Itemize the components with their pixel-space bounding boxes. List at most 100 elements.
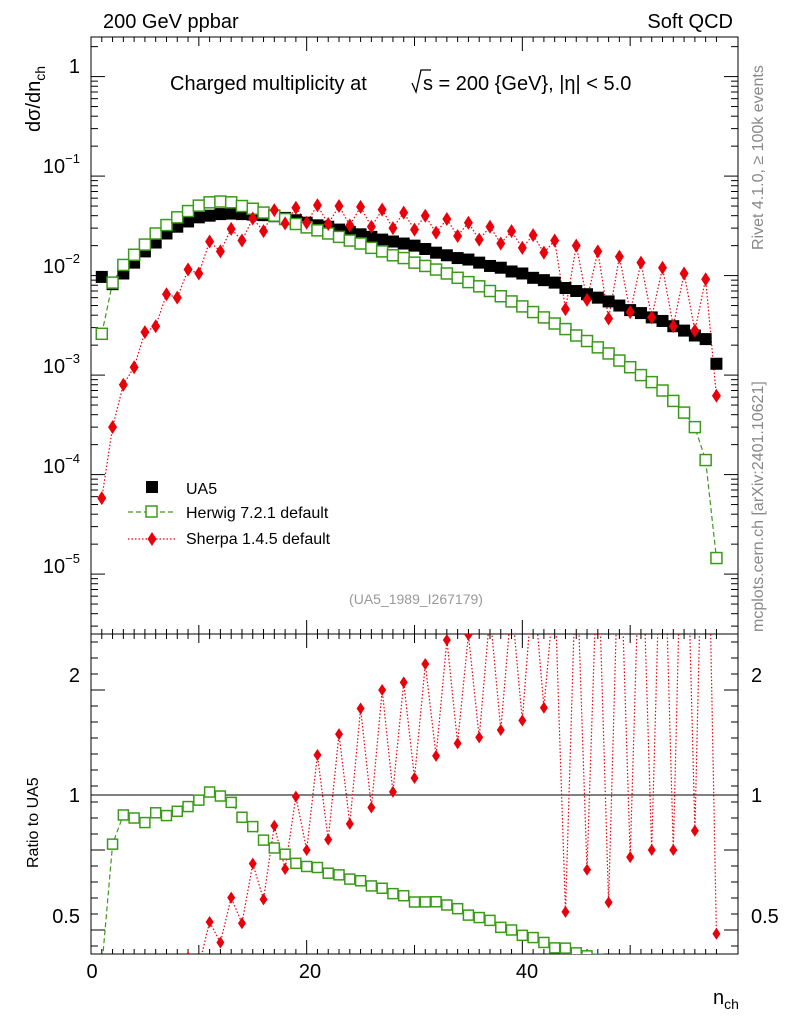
- herwig-ratio-point: [290, 857, 302, 870]
- sherpa-point: [366, 219, 376, 234]
- herwig-ratio-point: [214, 790, 227, 802]
- ratio-ytick-1: 1: [69, 785, 80, 807]
- sherpa-point: [560, 302, 570, 317]
- herwig-point: [667, 394, 680, 408]
- herwig-point: [699, 453, 712, 467]
- ua5-point: [430, 246, 443, 259]
- svg-text:10−5: 10−5: [43, 551, 80, 578]
- sherpa-point: [183, 262, 193, 277]
- herwig-point: [192, 199, 206, 212]
- sherpa-ratio-point: [356, 702, 365, 715]
- herwig-point: [710, 551, 723, 565]
- herwig-point: [257, 206, 270, 219]
- sherpa-point: [302, 215, 312, 230]
- ua5-point: [397, 237, 410, 250]
- sherpa-point: [97, 491, 107, 506]
- svg-text:s = 200 {GeV}, |η| < 5.0: s = 200 {GeV}, |η| < 5.0: [423, 73, 631, 95]
- ua5-point: [591, 291, 604, 304]
- ua5-point: [483, 259, 496, 272]
- ua5-point: [95, 270, 108, 283]
- sherpa-ratio-point: [410, 772, 419, 784]
- sherpa-ratio-point: [647, 844, 656, 856]
- ua5-point: [408, 239, 421, 252]
- herwig-ratio-point: [430, 896, 442, 908]
- sherpa-ratio-point: [281, 862, 290, 875]
- herwig-ratio-point: [171, 805, 184, 818]
- ua5-point: [182, 215, 195, 228]
- sherpa-point: [636, 255, 646, 270]
- ua5-point: [570, 285, 583, 298]
- legend-entry-sherpa: Sherpa 1.4.5 default: [128, 531, 331, 548]
- herwig-ratio-point: [311, 861, 324, 874]
- herwig-ratio-point: [128, 812, 140, 824]
- legend-label-sherpa: Sherpa 1.4.5 default: [186, 531, 331, 548]
- herwig-point: [235, 199, 249, 213]
- herwig-ratio-point: [419, 896, 432, 908]
- ratio-series-group: [102, 634, 721, 954]
- sherpa-point: [539, 245, 549, 260]
- herwig-ratio-point: [451, 902, 464, 915]
- herwig-ratio-point: [268, 842, 281, 854]
- y-axis-label-ratio: Ratio to UA5: [25, 777, 42, 868]
- herwig-ratio-point: [322, 867, 334, 879]
- ua5-point: [602, 295, 615, 308]
- herwig-point: [214, 195, 227, 208]
- header-right: Soft QCD: [647, 11, 733, 33]
- sherpa-point: [388, 221, 398, 236]
- herwig-ratio-point: [203, 786, 216, 798]
- sherpa-line: [101, 204, 717, 499]
- sherpa-ratio-point: [453, 737, 462, 750]
- sherpa-point: [161, 287, 171, 302]
- rivet-version-label: Rivet 4.1.0, ≥ 100k events: [750, 65, 767, 250]
- sherpa-ratio-point: [388, 785, 397, 798]
- analysis-label: (UA5_1989_I267179): [349, 591, 483, 607]
- ua5-point: [699, 333, 712, 346]
- sherpa-point: [658, 260, 668, 275]
- ua5-point: [419, 243, 432, 256]
- sherpa-ratio-point: [291, 790, 300, 803]
- herwig-point: [645, 375, 658, 389]
- sherpa-point: [593, 244, 603, 259]
- legend-entry-herwig: Herwig 7.2.1 default: [128, 505, 329, 522]
- herwig-point: [397, 251, 410, 265]
- sherpa-ratio-point: [626, 851, 635, 864]
- sherpa-point: [312, 198, 322, 213]
- chart-title: Charged multiplicity at s = 200 {GeV}, |…: [170, 69, 631, 95]
- herwig-ratio-point: [387, 887, 399, 900]
- herwig-ratio-point: [160, 809, 173, 822]
- sherpa-ratio-point: [259, 893, 268, 906]
- sherpa-point: [625, 305, 635, 320]
- herwig-point: [203, 196, 216, 209]
- herwig-point: [95, 327, 109, 341]
- sherpa-ratio-point: [237, 917, 246, 930]
- herwig-ratio-point: [408, 896, 421, 908]
- sherpa-point: [194, 266, 204, 281]
- ua5-point: [505, 265, 518, 278]
- sherpa-ratio-point: [475, 731, 484, 744]
- herwig-ratio-point: [354, 875, 367, 887]
- herwig-ratio-point: [236, 811, 248, 823]
- herwig-ratio-point: [473, 911, 485, 924]
- sherpa-ratio-point: [712, 927, 721, 940]
- sherpa-point: [496, 236, 506, 251]
- ua5-point: [376, 233, 389, 246]
- sherpa-point: [474, 232, 484, 247]
- herwig-point: [516, 300, 529, 313]
- ua5-point: [613, 299, 626, 312]
- sherpa-ratio-point: [518, 714, 527, 727]
- legend-label-herwig: Herwig 7.2.1 default: [186, 505, 329, 522]
- sherpa-point: [237, 233, 247, 248]
- sherpa-ratio-point: [367, 801, 376, 814]
- sherpa-ratio-point: [302, 844, 311, 856]
- sherpa-ratio-point: [345, 817, 354, 830]
- sherpa-ratio-point: [583, 863, 592, 876]
- svg-text:10−2: 10−2: [43, 251, 80, 278]
- herwig-ratio-point: [462, 909, 475, 921]
- svg-text:10−1: 10−1: [43, 151, 80, 178]
- ua5-point: [462, 253, 475, 266]
- sherpa-point: [647, 310, 657, 325]
- ua5-point: [365, 230, 378, 243]
- herwig-ratio-point: [548, 942, 561, 954]
- legend: UA5 Herwig 7.2.1 default Sherpa 1.4.5 de…: [128, 481, 331, 548]
- herwig-ratio-point: [247, 820, 259, 833]
